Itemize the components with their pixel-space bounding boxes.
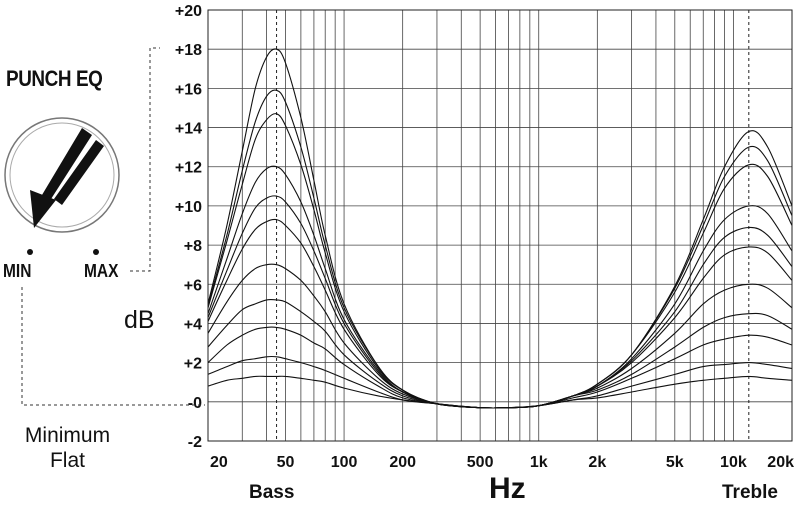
treble-marker-label: Treble bbox=[722, 482, 778, 503]
x-tick-label: 20 bbox=[210, 454, 228, 471]
x-tick-label: 1k bbox=[530, 454, 548, 471]
response-curve-3 bbox=[207, 113, 793, 409]
response-curves bbox=[207, 48, 793, 409]
x-tick-label: 100 bbox=[331, 454, 358, 471]
y-tick-label: +2 bbox=[184, 356, 202, 373]
response-curve-9 bbox=[207, 326, 793, 409]
y-tick-label: +8 bbox=[184, 238, 202, 255]
min-label: MIN bbox=[3, 261, 32, 281]
punch-eq-knob[interactable] bbox=[4, 117, 120, 233]
response-curve-4 bbox=[207, 165, 793, 409]
response-curve-10 bbox=[207, 355, 793, 409]
x-tick-label: 50 bbox=[277, 454, 295, 471]
response-curve-8 bbox=[207, 299, 793, 409]
y-tick-label: +18 bbox=[175, 42, 202, 59]
response-curve-6 bbox=[207, 218, 793, 409]
y-tick-label: +10 bbox=[175, 199, 202, 216]
x-tick-label: 500 bbox=[467, 454, 494, 471]
max-label: MAX bbox=[84, 261, 119, 281]
x-tick-label: 10k bbox=[720, 454, 747, 471]
max-callout-line bbox=[130, 47, 160, 272]
x-tick-label: 200 bbox=[389, 454, 416, 471]
note-line-1: Minimum bbox=[24, 424, 111, 447]
plot-frame bbox=[207, 9, 793, 442]
y-tick-label: +12 bbox=[175, 160, 202, 177]
knob-title: PUNCH EQ bbox=[6, 66, 103, 91]
minimum-flat-note: Minimum Flat bbox=[10, 423, 125, 473]
max-indicator-dot bbox=[93, 249, 99, 255]
response-curve-7 bbox=[207, 263, 793, 409]
y-tick-label: +6 bbox=[184, 277, 202, 294]
x-tick-label: 2k bbox=[588, 454, 606, 471]
response-curve-5 bbox=[207, 195, 793, 409]
grid bbox=[207, 9, 793, 442]
response-curve-11 bbox=[207, 375, 793, 409]
x-tick-label: 20k bbox=[767, 454, 794, 471]
min-callout-line bbox=[21, 287, 205, 406]
note-line-2: Flat bbox=[49, 449, 85, 472]
x-axis-label: Hz bbox=[489, 472, 526, 505]
y-tick-label: +4 bbox=[184, 316, 202, 333]
y-tick-label: +14 bbox=[175, 121, 202, 138]
y-axis-label: dB bbox=[124, 306, 155, 334]
y-tick-label: -2 bbox=[188, 434, 202, 451]
y-tick-label: +20 bbox=[175, 3, 202, 20]
y-tick-label: +16 bbox=[175, 81, 202, 98]
response-curve-1 bbox=[207, 48, 793, 409]
y-tick-label: -0 bbox=[188, 395, 202, 412]
frequency-markers bbox=[276, 10, 750, 441]
min-indicator-dot bbox=[27, 249, 33, 255]
tick-labels: +20 +18 +16 +14 +12 +10 +8 +6 +4 +2 -0 -2 20 50 100 200… bbox=[175, 3, 794, 471]
knob-pointer-arrow-icon bbox=[30, 128, 104, 228]
bass-marker-label: Bass bbox=[249, 482, 295, 503]
x-tick-label: 5k bbox=[666, 454, 684, 471]
